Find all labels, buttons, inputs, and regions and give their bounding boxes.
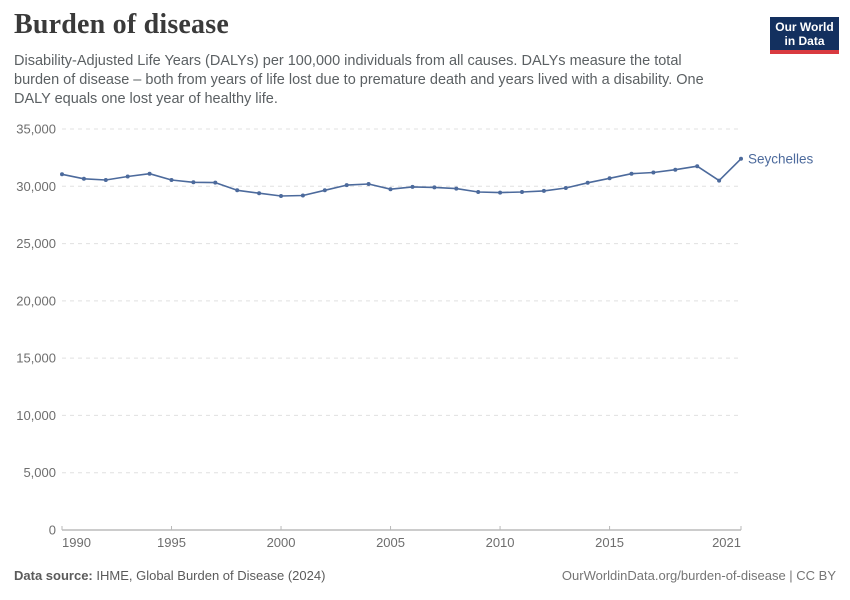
data-point[interactable] — [432, 185, 437, 190]
data-point[interactable] — [585, 180, 590, 185]
data-point[interactable] — [300, 193, 305, 198]
data-point[interactable] — [717, 178, 722, 183]
credit-link[interactable]: OurWorldinData.org/burden-of-disease | C… — [561, 568, 836, 583]
chart-footer: Data source: IHME, Global Burden of Dise… — [14, 568, 836, 583]
data-point[interactable] — [366, 182, 371, 186]
owid-logo[interactable]: Our World in Data — [770, 17, 839, 54]
data-point[interactable] — [235, 188, 240, 193]
data-point[interactable] — [673, 167, 678, 172]
data-point[interactable] — [279, 194, 283, 198]
x-tick-label: 1990 — [62, 535, 91, 550]
y-tick-label: 35,000 — [16, 122, 56, 137]
data-point[interactable] — [322, 188, 327, 193]
data-point[interactable] — [388, 187, 393, 192]
data-point[interactable] — [541, 188, 546, 193]
chart-subtitle: Disability-Adjusted Life Years (DALYs) p… — [14, 52, 704, 109]
page-title: Burden of disease — [14, 9, 229, 40]
y-tick-label: 25,000 — [16, 236, 56, 251]
data-point[interactable] — [629, 171, 634, 176]
y-tick-label: 0 — [49, 523, 56, 538]
data-point[interactable] — [257, 191, 262, 196]
y-tick-label: 10,000 — [16, 408, 56, 423]
data-point[interactable] — [344, 183, 349, 188]
data-point[interactable] — [410, 184, 415, 189]
data-point[interactable] — [498, 190, 503, 195]
data-source: Data source: IHME, Global Burden of Dise… — [14, 568, 325, 583]
subtitle-line: DALY equals one lost year of healthy lif… — [14, 91, 278, 107]
data-source-text: IHME, Global Burden of Disease (2024) — [92, 568, 326, 583]
x-tick-label: 2000 — [267, 535, 296, 550]
subtitle-line: burden of disease – both from years of l… — [14, 72, 704, 88]
data-line[interactable] — [61, 158, 742, 197]
y-tick-label: 5,000 — [23, 465, 56, 480]
data-point[interactable] — [60, 172, 64, 177]
x-tick-label: 1995 — [157, 535, 186, 550]
data-point[interactable] — [147, 171, 152, 176]
data-point[interactable] — [191, 180, 196, 185]
y-tick-label: 20,000 — [16, 293, 56, 308]
data-point[interactable] — [125, 174, 130, 179]
data-point[interactable] — [739, 156, 743, 161]
data-point[interactable] — [454, 186, 459, 191]
data-point[interactable] — [476, 190, 481, 194]
x-tick-label: 2021 — [712, 535, 741, 550]
data-point[interactable] — [169, 178, 174, 182]
subtitle-line: Disability-Adjusted Life Years (DALYs) p… — [14, 53, 682, 69]
data-point[interactable] — [607, 176, 612, 181]
entity-label[interactable]: Seychelles — [748, 151, 814, 166]
owid-logo-line2: in Data — [784, 34, 825, 48]
data-point[interactable] — [520, 190, 524, 194]
x-tick-label: 2010 — [486, 535, 515, 550]
x-tick-label: 2015 — [595, 535, 624, 550]
owid-logo-line1: Our World — [775, 20, 834, 34]
y-tick-label: 15,000 — [16, 351, 56, 366]
data-source-label: Data source: — [14, 568, 93, 583]
data-point[interactable] — [695, 164, 700, 169]
data-point[interactable] — [563, 186, 568, 190]
data-point[interactable] — [213, 180, 218, 185]
data-point[interactable] — [651, 170, 656, 175]
x-tick-label: 2005 — [376, 535, 405, 550]
y-tick-label: 30,000 — [16, 179, 56, 194]
data-point[interactable] — [81, 176, 86, 181]
data-point[interactable] — [103, 178, 108, 182]
